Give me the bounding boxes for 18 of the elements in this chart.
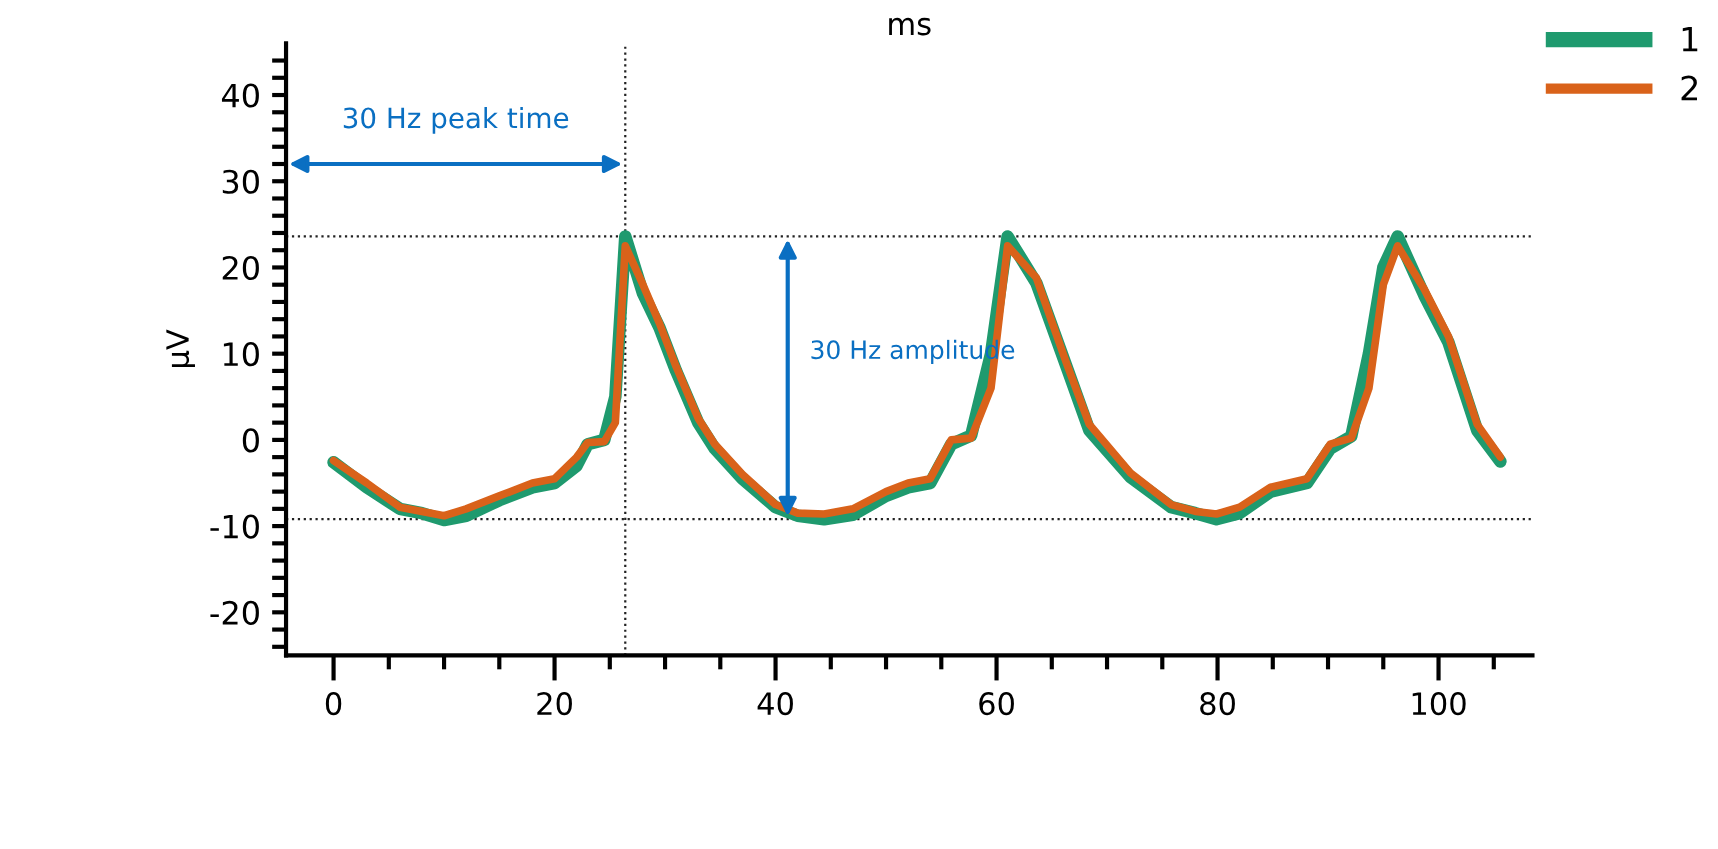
legend-label: 2	[1681, 75, 1697, 101]
x-tick-label: 100	[1412, 692, 1466, 716]
y-tick-label: 30	[222, 169, 259, 194]
x-tick-label: 20	[537, 692, 572, 716]
y-axis-title: μV	[166, 329, 195, 367]
legend-label: 1	[1682, 27, 1698, 52]
y-tick-label: -20	[210, 600, 259, 625]
x-tick-label: 60	[979, 692, 1014, 716]
x-tick-label: 80	[1200, 692, 1235, 716]
x-axis-title: ms	[889, 17, 931, 36]
annotation: 30 Hz peak time	[343, 106, 569, 134]
x-tick-label: 40	[757, 692, 793, 716]
y-tick-label: 10	[223, 342, 259, 367]
y-tick-label: 0	[242, 428, 259, 453]
y-tick-label: 40	[221, 83, 259, 108]
y-tick-label: 20	[222, 255, 259, 281]
y-tick-label: -10	[210, 514, 259, 539]
x-tick-label: 0	[325, 692, 342, 716]
